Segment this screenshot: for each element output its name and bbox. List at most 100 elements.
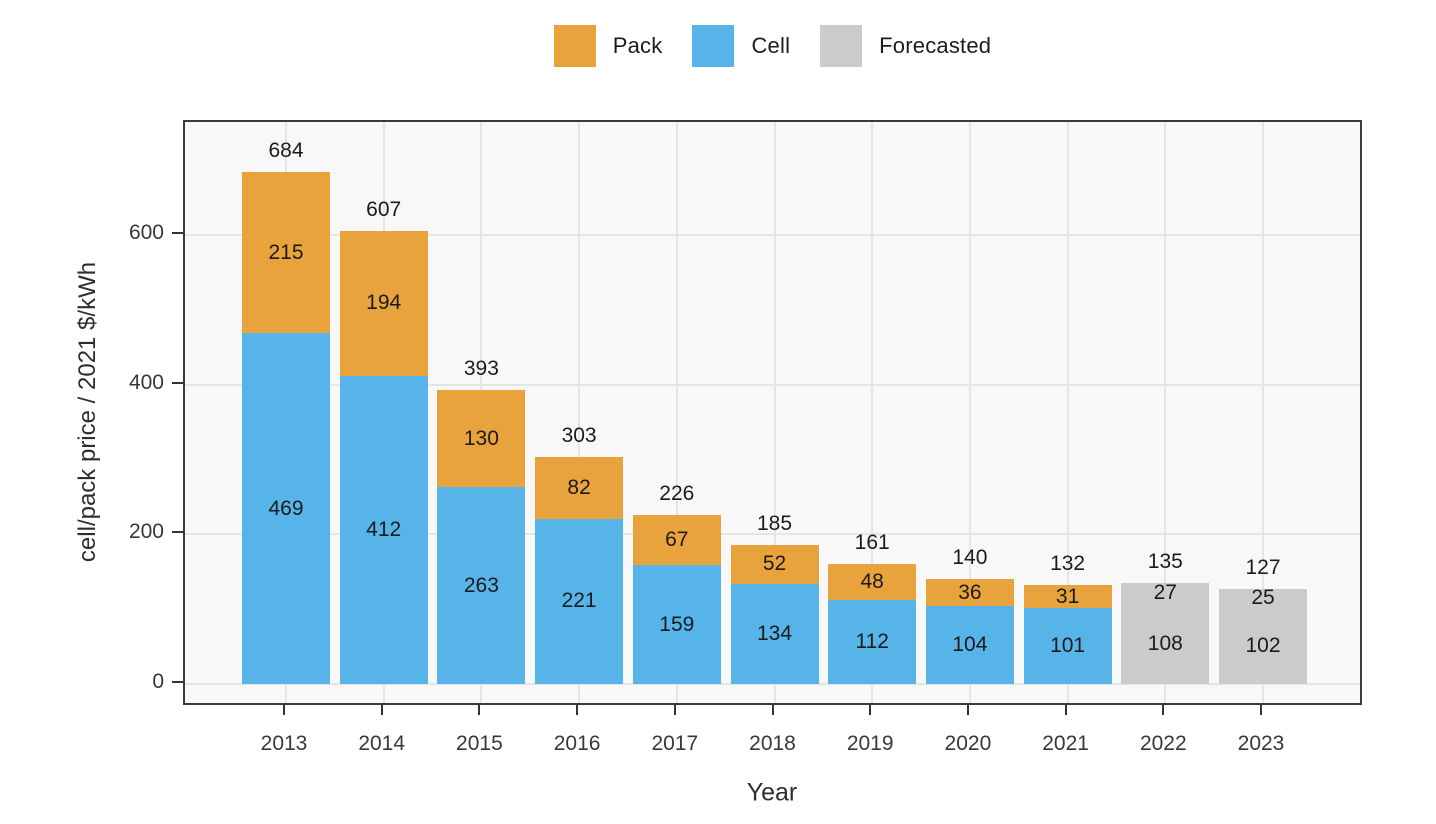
x-axis-title: Year <box>746 778 798 807</box>
bar-value-pack: 31 <box>1055 584 1080 608</box>
bar-total-label: 185 <box>756 511 793 535</box>
bar-segment-pack <box>339 230 428 376</box>
bar-segment-pack <box>925 579 1014 607</box>
bar-segment-cell <box>925 606 1014 684</box>
x-axis-tick <box>673 705 676 715</box>
bar-segment-pack <box>632 514 721 565</box>
bar-segment-cell <box>1121 603 1210 684</box>
x-axis-tick <box>771 705 774 715</box>
bar-total-label: 127 <box>1245 555 1281 579</box>
legend-label: Cell <box>751 33 791 58</box>
gridline-vertical <box>1164 122 1167 703</box>
legend-label: Pack <box>612 33 663 58</box>
x-tick-label: 2017 <box>651 732 699 755</box>
bar-total-label: 226 <box>659 481 695 505</box>
y-axis-tick <box>172 681 183 683</box>
bar-segment-cell <box>437 487 526 684</box>
bar-segment-cell <box>535 518 624 684</box>
bar-value-pack: 194 <box>366 291 402 315</box>
gridline-horizontal <box>185 234 1360 236</box>
y-axis-tick <box>172 531 183 534</box>
legend-item-cell: Cell <box>692 25 790 67</box>
bar-total-label: 135 <box>1147 549 1183 573</box>
gridline-vertical <box>773 122 776 703</box>
y-tick-label: 400 <box>128 370 164 394</box>
x-axis-tick <box>1064 705 1067 715</box>
bar-segment-cell <box>1219 607 1307 684</box>
bar-value-cell: 104 <box>952 633 988 657</box>
x-tick-label: 2022 <box>1139 732 1187 755</box>
bar-total-label: 684 <box>268 139 304 163</box>
x-axis-tick <box>869 705 872 715</box>
gridline-vertical <box>1262 122 1264 703</box>
bar-segment-cell <box>242 333 330 684</box>
y-tick-label: 0 <box>152 670 164 693</box>
legend-swatch-icon <box>820 25 863 67</box>
bar-value-cell: 263 <box>463 573 499 597</box>
bar-segment-pack <box>535 457 624 519</box>
x-tick-label: 2021 <box>1042 732 1089 755</box>
bar-value-pack: 25 <box>1251 586 1275 610</box>
bar-segment-pack <box>1023 585 1112 609</box>
bar-value-cell: 112 <box>855 630 889 654</box>
bar-value-pack: 82 <box>567 475 591 499</box>
bar-segment-pack <box>730 544 819 584</box>
bar-total-label: 140 <box>952 546 988 570</box>
gridline-vertical <box>578 122 581 703</box>
x-axis-tick <box>283 705 285 715</box>
bar-value-cell: 159 <box>659 612 695 636</box>
legend-label: Forecasted <box>879 33 992 58</box>
bar-value-pack: 48 <box>860 570 884 594</box>
gridline-vertical <box>1066 122 1069 703</box>
x-axis-tick <box>478 705 481 715</box>
x-tick-label: 2018 <box>749 732 796 755</box>
gridline-vertical <box>968 122 971 703</box>
bar-value-pack: 130 <box>463 426 499 450</box>
bar-total-label: 393 <box>463 356 499 380</box>
gridline-horizontal <box>185 533 1360 536</box>
gridline-horizontal <box>185 683 1360 685</box>
x-tick-label: 2020 <box>944 732 992 755</box>
bar-value-pack: 36 <box>958 580 982 604</box>
bar-value-pack: 215 <box>268 240 304 264</box>
bar-value-pack: 67 <box>665 527 689 551</box>
bar-value-cell: 101 <box>1050 634 1086 658</box>
bar-segment-pack <box>242 172 330 334</box>
y-axis-tick <box>172 232 183 234</box>
bar-segment-pack <box>1121 582 1210 604</box>
bar-segment-cell <box>339 375 428 684</box>
bar-segment-cell <box>828 600 917 684</box>
bar-value-cell: 469 <box>268 496 304 520</box>
plot-panel: 469 215 684 412 194 607 263 130 393 221 82 303 159 67… <box>183 120 1362 705</box>
x-axis-tick <box>576 705 579 715</box>
x-axis-tick <box>966 705 969 715</box>
bar-segment-pack <box>828 564 917 601</box>
bar-value-pack: 27 <box>1153 581 1177 605</box>
gridline-vertical <box>675 122 678 703</box>
bar-value-cell: 102 <box>1245 633 1281 657</box>
y-tick-label: 200 <box>128 520 164 544</box>
bar-segment-cell <box>632 565 721 684</box>
bar-segment-pack <box>437 389 526 488</box>
legend-swatch-icon <box>553 25 596 67</box>
bar-total-label: 607 <box>366 197 402 221</box>
x-tick-label: 2023 <box>1237 732 1285 755</box>
bar-segment-cell <box>730 583 819 684</box>
x-axis-tick <box>1260 705 1262 715</box>
x-tick-label: 2013 <box>260 732 308 755</box>
bar-value-cell: 108 <box>1147 631 1183 655</box>
bar-value-cell: 134 <box>756 621 793 645</box>
x-axis-tick <box>380 705 383 715</box>
legend-swatch-icon <box>692 25 735 67</box>
bar-value-cell: 412 <box>366 517 402 541</box>
x-tick-label: 2019 <box>846 732 894 755</box>
bar-segment-pack <box>1219 588 1307 608</box>
x-tick-label: 2014 <box>358 732 406 755</box>
bar-value-cell: 221 <box>561 589 597 613</box>
bar-segment-cell <box>1023 608 1112 684</box>
y-axis-title: cell/pack price / 2021 $/kWh <box>74 261 101 563</box>
gridline-vertical <box>871 122 874 703</box>
legend-item-pack: Pack <box>553 25 663 67</box>
gridline-horizontal <box>185 383 1360 386</box>
